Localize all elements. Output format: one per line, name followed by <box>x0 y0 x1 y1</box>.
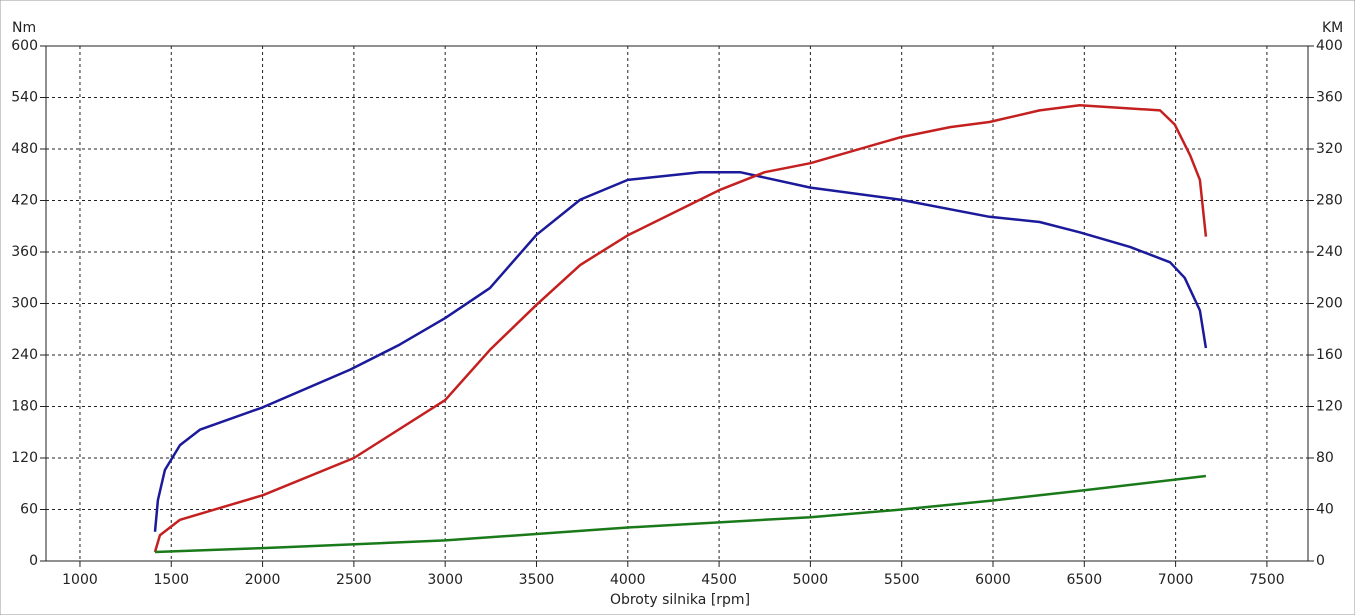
y2-tick-label: 0 <box>1316 553 1325 569</box>
x-axis-label: Obroty silnika [rpm] <box>610 592 750 608</box>
y2-axis-label: KM <box>1322 20 1343 36</box>
y2-tick-label: 360 <box>1316 90 1343 106</box>
y-tick-label: 540 <box>11 90 38 106</box>
y2-tick-label: 280 <box>1316 193 1343 209</box>
y2-tick-label: 120 <box>1316 399 1343 415</box>
y-tick-label: 360 <box>11 244 38 260</box>
x-tick-label: 3000 <box>427 572 463 588</box>
x-tick-label: 2000 <box>245 572 281 588</box>
y-tick-label: 60 <box>20 502 38 518</box>
y2-tick-label: 200 <box>1316 296 1343 312</box>
y-tick-label: 0 <box>29 553 38 569</box>
x-tick-label: 1500 <box>153 572 189 588</box>
series-line <box>153 103 1208 553</box>
y-tick-label: 600 <box>11 38 38 54</box>
y2-tick-label: 320 <box>1316 141 1343 157</box>
y2-tick-label: 400 <box>1316 38 1343 54</box>
y-tick-label: 240 <box>11 347 38 363</box>
x-tick-label: 1000 <box>62 572 98 588</box>
y-tick-label: 420 <box>11 193 38 209</box>
y2-tick-label: 240 <box>1316 244 1343 260</box>
series-line <box>153 170 1208 532</box>
y2-tick-label: 80 <box>1316 450 1334 466</box>
x-tick-label: 7000 <box>1158 572 1194 588</box>
x-tick-label: 3500 <box>519 572 555 588</box>
x-tick-label: 2500 <box>336 572 372 588</box>
y-tick-label: 300 <box>11 296 38 312</box>
x-tick-label: 6000 <box>975 572 1011 588</box>
y-axis-label: Nm <box>12 20 36 36</box>
x-tick-label: 4000 <box>610 572 646 588</box>
y-tick-label: 480 <box>11 141 38 157</box>
series-line <box>154 474 1207 554</box>
y2-tick-label: 40 <box>1316 502 1334 518</box>
x-tick-label: 5500 <box>884 572 920 588</box>
x-tick-label: 4500 <box>701 572 737 588</box>
y-tick-label: 180 <box>11 399 38 415</box>
x-tick-label: 7500 <box>1249 572 1285 588</box>
x-tick-label: 5000 <box>793 572 829 588</box>
x-tick-label: 6500 <box>1066 572 1102 588</box>
y-tick-label: 120 <box>11 450 38 466</box>
y2-tick-label: 160 <box>1316 347 1343 363</box>
